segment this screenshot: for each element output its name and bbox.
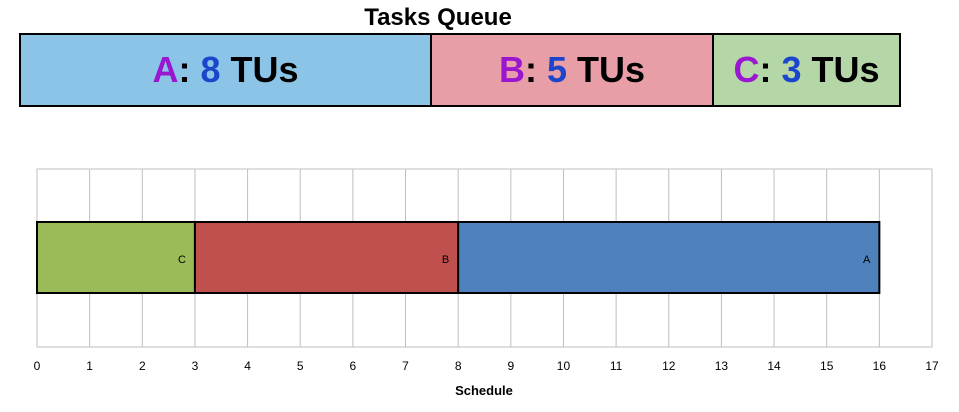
task-name: C xyxy=(733,49,760,90)
x-tick-label: 5 xyxy=(297,359,304,373)
x-tick-label: 13 xyxy=(715,359,729,373)
bar-label-b: B xyxy=(442,254,449,266)
x-tick-label: 2 xyxy=(139,359,146,373)
bar-b xyxy=(193,221,460,294)
x-tick-label: 16 xyxy=(873,359,887,373)
task-units: 5 xyxy=(546,49,567,90)
bar-label-a: A xyxy=(863,254,871,266)
x-tick-label: 1 xyxy=(86,359,93,373)
task-name: A xyxy=(152,49,179,90)
task-unit-label: TUs xyxy=(811,49,880,90)
x-tick-label: 4 xyxy=(244,359,251,373)
x-tick-label: 7 xyxy=(402,359,409,373)
queue-task-a: A: 8 TUs xyxy=(21,35,430,105)
queue-title: Tasks Queue xyxy=(364,4,512,31)
x-tick-label: 0 xyxy=(34,359,41,373)
x-tick-label: 9 xyxy=(507,359,514,373)
tasks-queue: A: 8 TUs B: 5 TUs C: 3 TUs xyxy=(19,33,901,107)
x-tick-label: 3 xyxy=(192,359,199,373)
task-units: 3 xyxy=(781,49,802,90)
task-name: B xyxy=(498,49,525,90)
bar-c xyxy=(36,221,196,294)
queue-task-c: C: 3 TUs xyxy=(712,35,899,105)
x-axis-label: Schedule xyxy=(455,383,513,398)
x-tick-label: 11 xyxy=(610,359,623,373)
x-tick-label: 17 xyxy=(925,359,939,373)
task-unit-label: TUs xyxy=(230,49,299,90)
chart-tick-labels: 0 1 2 3 4 5 6 7 8 9 10 11 12 13 14 15 16 17 xyxy=(34,359,939,373)
task-unit-label: TUs xyxy=(577,49,646,90)
x-tick-label: 6 xyxy=(350,359,357,373)
x-tick-label: 15 xyxy=(820,359,834,373)
x-tick-label: 10 xyxy=(557,359,571,373)
bar-a xyxy=(457,221,881,294)
queue-task-b: B: 5 TUs xyxy=(430,35,712,105)
x-tick-label: 12 xyxy=(662,359,676,373)
x-tick-label: 8 xyxy=(455,359,462,373)
x-tick-label: 14 xyxy=(767,359,781,373)
bar-label-c: C xyxy=(178,254,186,266)
task-units: 8 xyxy=(200,49,221,90)
